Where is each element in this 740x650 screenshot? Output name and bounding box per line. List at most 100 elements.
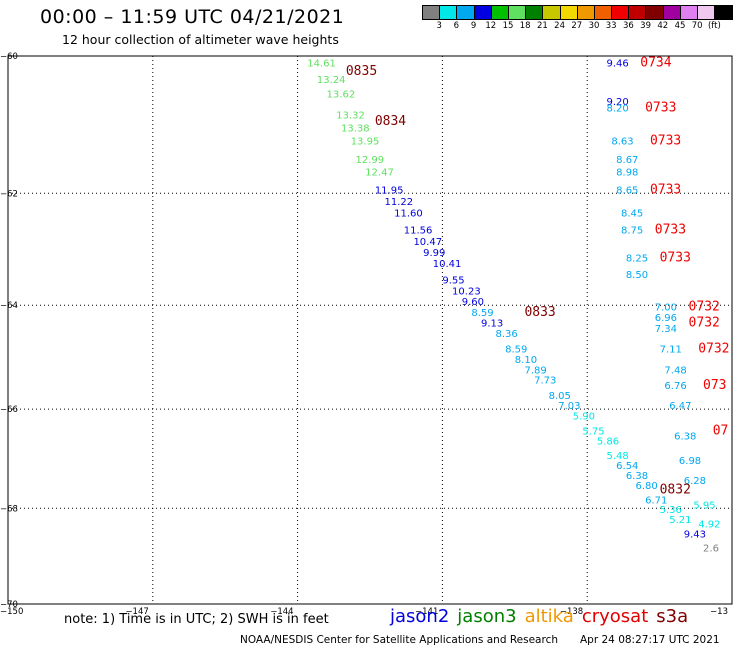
swh-value: 11.60 — [394, 209, 423, 220]
legend-label: 18 — [519, 21, 531, 31]
time-label: 0732 — [698, 342, 729, 357]
swh-value: 13.38 — [341, 124, 370, 135]
swh-value: 7.48 — [664, 365, 686, 376]
swh-value: 12.99 — [356, 155, 385, 166]
credit-line: NOAA/NESDIS Center for Satellite Applica… — [240, 634, 558, 646]
credit-timestamp: Apr 24 08:27:17 UTC 2021 — [580, 634, 720, 646]
time-label: 0733 — [660, 251, 691, 266]
swh-value: 11.95 — [375, 185, 404, 196]
legend-swatch — [663, 6, 681, 19]
lon-tick-label: −150 — [0, 607, 23, 617]
swh-value: 7.11 — [660, 345, 682, 356]
swh-value: 8.20 — [607, 104, 629, 115]
lat-tick-label: −64 — [0, 301, 18, 311]
satellite-name: jason2 — [390, 606, 450, 627]
legend-label: 12 — [485, 21, 497, 31]
swh-value: 6.38 — [626, 471, 648, 482]
swh-value: 10.41 — [433, 259, 462, 270]
graticule — [8, 56, 732, 604]
time-label: 073 — [703, 378, 726, 393]
time-labels: 0835 0834 0833 0832 0734 0733 0733 0733 0733 0733… — [346, 55, 730, 497]
lat-tick-label: −70 — [0, 600, 18, 610]
time-label: 0834 — [375, 114, 406, 129]
swh-value: 6.76 — [664, 381, 686, 392]
swh-value: 9.55 — [442, 276, 464, 287]
legend-label: 42 — [657, 21, 669, 31]
swh-value: 6.54 — [616, 461, 638, 472]
time-label: 0733 — [650, 182, 681, 197]
swh-value: 8.10 — [515, 355, 537, 366]
lon-tick-label: −147 — [125, 607, 148, 617]
legend-label: 15 — [502, 21, 514, 31]
swh-value: 13.32 — [336, 110, 365, 121]
swh-value: 6.47 — [669, 401, 691, 412]
legend-label: 9 — [470, 21, 477, 31]
swh-value: 6.96 — [655, 313, 677, 324]
swh-value: 5.86 — [597, 436, 619, 447]
time-label: 0732 — [689, 315, 720, 330]
legend-labels: 3 6 9 12 15 18 21 24 27 30 33 36 39 42 45 70 (ft) — [422, 21, 733, 33]
swh-value: 14.61 — [307, 58, 336, 69]
swh-value: 7.73 — [534, 376, 556, 387]
legend-label: (ft) — [707, 21, 721, 31]
swh-value: 5.21 — [669, 515, 691, 526]
legend-label: 24 — [554, 21, 566, 31]
legend-swatch — [612, 6, 630, 19]
legend-swatch — [526, 6, 544, 19]
axis-ticks: −150 −147 −144 −141 −138 −13 −60 −62 −64 −66 −68 −7… — [0, 52, 728, 617]
lon-tick-label: −13 — [710, 607, 728, 617]
swh-value: 5.36 — [660, 505, 682, 516]
swh-value: 6.80 — [635, 481, 657, 492]
time-label: 07 — [713, 423, 729, 438]
footnote: note: 1) Time is in UTC; 2) SWH is in fe… — [64, 612, 329, 627]
swh-value: 7.89 — [524, 365, 546, 376]
legend-swatch — [440, 6, 458, 19]
swh-value: 9.20 — [607, 97, 629, 108]
legend-swatch — [491, 6, 509, 19]
time-label: 0734 — [640, 55, 671, 70]
swh-value: 8.67 — [616, 155, 638, 166]
swh-value: 5.48 — [607, 451, 629, 462]
swh-value: 8.45 — [621, 209, 643, 220]
swh-value: 9.13 — [481, 318, 503, 329]
color-legend: 3 6 9 12 15 18 21 24 27 30 33 36 39 42 45 70 (ft) — [422, 5, 734, 33]
legend-label: 6 — [453, 21, 460, 31]
swh-value: 8.50 — [626, 270, 648, 281]
satellite-name: s3a — [656, 606, 689, 627]
swh-value: 6.98 — [679, 456, 701, 467]
swh-value: 10.23 — [452, 286, 481, 297]
legend-swatch — [646, 6, 664, 19]
swh-value: 13.62 — [327, 90, 356, 101]
legend-swatch — [560, 6, 578, 19]
legend-colorbar — [422, 5, 734, 20]
legend-label: 30 — [588, 21, 600, 31]
swh-value: 4.92 — [698, 520, 720, 531]
legend-swatch — [474, 6, 492, 19]
swh-value: 12.47 — [365, 167, 394, 178]
swh-value: 8.75 — [621, 226, 643, 237]
swh-value: 13.24 — [317, 75, 346, 86]
swh-value: 5.90 — [573, 411, 595, 422]
lat-tick-label: −68 — [0, 504, 18, 514]
legend-label: 36 — [622, 21, 634, 31]
time-label: 0733 — [645, 101, 676, 116]
legend-label: 21 — [536, 21, 548, 31]
swh-value: 8.05 — [549, 391, 571, 402]
swh-value: 7.03 — [558, 401, 580, 412]
swh-value: 7.34 — [655, 324, 677, 335]
legend-label: 45 — [674, 21, 686, 31]
swh-value: 7.00 — [655, 303, 677, 314]
legend-swatch — [457, 6, 475, 19]
legend-swatch — [629, 6, 647, 19]
lon-tick-label: −141 — [415, 607, 438, 617]
swh-value: 11.56 — [404, 226, 433, 237]
swh-value: 9.43 — [684, 529, 706, 540]
legend-swatch — [715, 6, 733, 19]
legend-swatch — [698, 6, 716, 19]
time-label: 0733 — [655, 223, 686, 238]
swh-value: 8.98 — [616, 167, 638, 178]
swh-value: 2.6 — [703, 544, 719, 555]
time-label: 0732 — [689, 300, 720, 315]
lat-tick-label: −62 — [0, 189, 18, 199]
